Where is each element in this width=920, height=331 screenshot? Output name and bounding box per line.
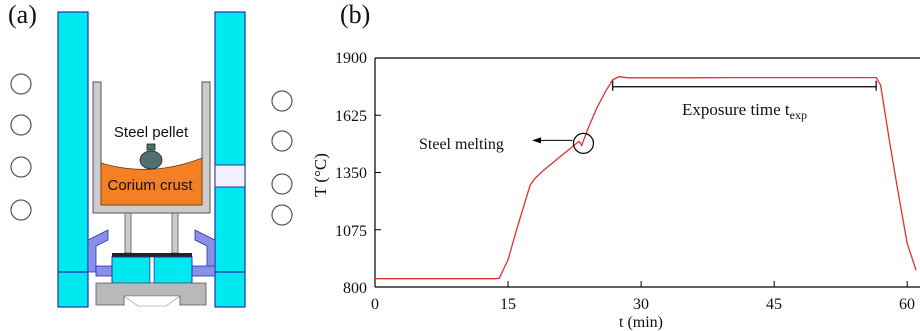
furnace-schematic: Steel pellet Corium crust — [10, 11, 293, 308]
corium-crust — [100, 157, 203, 206]
support-bracket-left — [87, 229, 109, 273]
ytick-label-4: 1625 — [335, 108, 367, 125]
temperature-series-line — [375, 76, 917, 280]
support-rod-right — [171, 212, 179, 254]
exposure-time-label: Exposure time texp — [682, 100, 807, 122]
support-rod-left — [124, 212, 132, 254]
ytick-labels: 800 1075 1350 1625 1900 — [335, 50, 367, 297]
panel-a-label: (a) — [8, 0, 37, 29]
cooler-left — [111, 256, 151, 284]
ytick-label-2: 1075 — [335, 223, 367, 240]
steel-pellet — [139, 143, 163, 170]
xtick-label-3: 30 — [633, 296, 649, 313]
coil-right-4 — [271, 204, 293, 226]
coil-left-3 — [10, 156, 32, 178]
crust-label: Corium crust — [107, 177, 193, 194]
exposure-time-subscript: exp — [790, 108, 807, 122]
cooler-right — [153, 256, 193, 284]
crucible-holder — [92, 81, 211, 214]
coil-right-1 — [271, 90, 293, 112]
xtick-labels: 0 15 30 45 60 — [371, 296, 915, 313]
ytick-label-3: 1350 — [335, 165, 367, 182]
viewing-window — [214, 164, 246, 188]
ytick-label-1: 800 — [343, 280, 367, 297]
coil-right-2 — [271, 130, 293, 152]
coil-left-4 — [10, 199, 32, 221]
xtick-label-2: 15 — [500, 296, 516, 313]
chart-plot-area — [374, 57, 920, 288]
x-axis-label: t (min) — [619, 314, 663, 331]
left-wall — [57, 11, 89, 308]
temperature-chart: 800 1075 1350 1625 1900 0 15 30 45 60 t … — [311, 50, 920, 331]
pellet-label: Steel pellet — [114, 124, 189, 141]
coil-left-1 — [10, 73, 32, 95]
coil-right-3 — [271, 173, 293, 195]
y-axis-label: T (°C) — [311, 153, 330, 197]
xtick-label-5: 60 — [899, 296, 915, 313]
hearth-plate — [112, 253, 192, 257]
melting-point-circle — [572, 132, 595, 154]
coil-left-2 — [10, 114, 32, 136]
steel-melting-label: Steel melting — [419, 136, 504, 153]
xtick-label-1: 0 — [371, 296, 379, 313]
xtick-label-4: 45 — [766, 296, 782, 313]
panel-b-label: (b) — [340, 0, 371, 29]
ytick-label-5: 1900 — [335, 50, 367, 67]
melting-arrow-head — [532, 137, 541, 144]
right-wall — [214, 11, 246, 308]
exposure-time-text: Exposure time t — [682, 100, 790, 119]
